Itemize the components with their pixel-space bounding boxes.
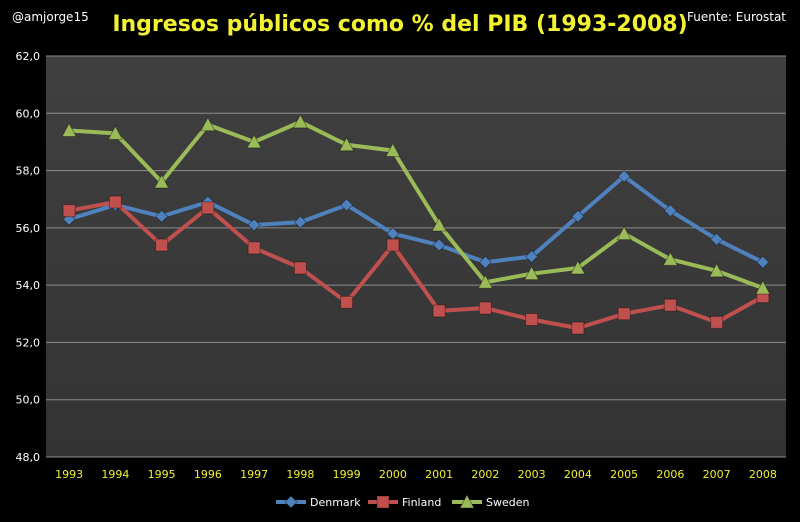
- author-handle: @amjorge15: [12, 10, 89, 24]
- data-point-sweden: [338, 136, 355, 152]
- data-point-finland: [108, 195, 122, 209]
- legend-marker-finland: [376, 495, 390, 509]
- data-point-finland: [201, 201, 215, 215]
- data-point-denmark: [663, 203, 678, 218]
- data-point-finland: [663, 298, 677, 312]
- data-point-denmark: [339, 198, 354, 212]
- y-tick-label: 54,0: [16, 279, 41, 292]
- source-label: Fuente: Eurostat: [687, 10, 786, 24]
- data-point-sweden: [431, 216, 447, 232]
- data-point-denmark: [617, 169, 631, 184]
- data-point-finland: [155, 238, 169, 252]
- data-point-sweden: [107, 125, 124, 140]
- x-tick-label: 2002: [471, 468, 499, 481]
- x-tick-label: 2003: [518, 468, 546, 481]
- data-point-sweden: [708, 262, 725, 278]
- data-point-finland: [710, 315, 724, 329]
- data-point-denmark: [709, 232, 724, 247]
- legend-marker-denmark: [284, 495, 298, 509]
- x-tick-label: 2008: [749, 468, 777, 481]
- series-line-finland: [67, 200, 765, 331]
- data-point-sweden: [477, 274, 494, 289]
- x-tick-label: 1994: [101, 468, 129, 481]
- data-point-denmark: [524, 249, 539, 264]
- data-point-denmark: [247, 218, 261, 232]
- data-point-sweden: [61, 122, 77, 137]
- data-point-finland: [571, 321, 585, 335]
- y-tick-label: 50,0: [16, 394, 41, 407]
- x-tick-label: 2001: [425, 468, 453, 481]
- x-tick-label: 1995: [148, 468, 176, 481]
- data-point-finland: [386, 238, 400, 252]
- data-point-finland: [432, 304, 446, 318]
- data-point-finland: [525, 313, 539, 327]
- series-finland: [62, 195, 770, 335]
- x-tick-label: 1999: [333, 468, 361, 481]
- series-line-sweden: [67, 119, 765, 291]
- y-tick-label: 48,0: [16, 451, 41, 464]
- x-tick-label: 1998: [286, 468, 314, 481]
- data-point-sweden: [153, 173, 170, 189]
- data-point-finland: [293, 261, 307, 275]
- x-tick-label: 1997: [240, 468, 268, 481]
- data-point-denmark: [478, 255, 493, 269]
- gridlines: [46, 55, 786, 458]
- plot-area: [46, 56, 786, 457]
- data-point-denmark: [756, 255, 770, 269]
- x-tick-label: 2004: [564, 468, 592, 481]
- data-point-sweden: [292, 113, 309, 129]
- chart-title: Ingresos públicos como % del PIB (1993-2…: [112, 12, 688, 37]
- x-tick-label: 1993: [55, 468, 83, 481]
- data-point-sweden: [755, 279, 771, 295]
- data-point-denmark: [432, 238, 446, 252]
- data-point-sweden: [662, 251, 679, 266]
- x-axis-ticks: 1993 1994 1995 1996 1997 1998 1999 2000 2001 2002…: [55, 468, 777, 481]
- legend-marker-sweden: [459, 493, 475, 509]
- legend-label-finland: Finland: [402, 496, 441, 509]
- series-lines: [61, 113, 771, 335]
- y-tick-label: 62,0: [16, 50, 41, 63]
- x-tick-label: 1996: [194, 468, 222, 481]
- data-point-finland: [340, 295, 354, 309]
- legend-label-sweden: Sweden: [486, 496, 529, 509]
- x-tick-label: 2005: [610, 468, 638, 481]
- data-point-sweden: [523, 265, 540, 281]
- y-tick-label: 58,0: [16, 165, 41, 178]
- data-point-sweden: [385, 142, 401, 158]
- legend: Denmark Finland Sweden: [276, 493, 529, 509]
- data-point-finland: [247, 241, 261, 255]
- y-tick-label: 56,0: [16, 222, 41, 235]
- y-tick-label: 60,0: [16, 107, 41, 120]
- x-tick-label: 2007: [703, 468, 731, 481]
- series-line-denmark: [67, 174, 765, 265]
- data-point-finland: [62, 204, 76, 218]
- x-tick-label: 2000: [379, 468, 407, 481]
- data-point-sweden: [200, 116, 216, 132]
- data-point-finland: [478, 301, 492, 315]
- data-point-sweden: [570, 259, 586, 275]
- data-point-finland: [617, 307, 631, 321]
- data-point-sweden: [616, 225, 632, 241]
- x-tick-label: 2006: [656, 468, 684, 481]
- series-sweden: [61, 113, 771, 295]
- y-tick-label: 52,0: [16, 336, 41, 349]
- data-point-denmark: [293, 215, 308, 229]
- data-point-sweden: [246, 133, 262, 149]
- legend-label-denmark: Denmark: [310, 496, 361, 509]
- data-point-denmark: [571, 209, 585, 224]
- y-axis-ticks: 48,0 50,0 52,0 54,0 56,0 58,0 60,0 62,0: [16, 50, 41, 464]
- data-point-denmark: [154, 209, 169, 224]
